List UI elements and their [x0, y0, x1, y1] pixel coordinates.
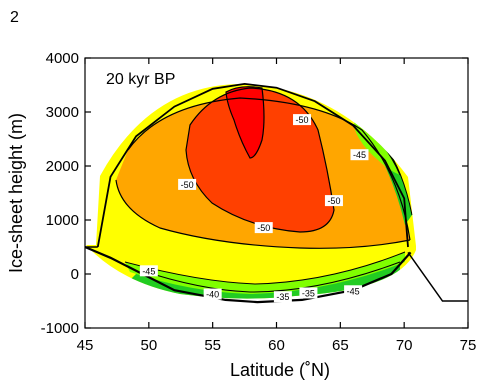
- contour-label: -50: [257, 223, 270, 233]
- y-tick-label: 4000: [46, 50, 79, 67]
- y-tick-label: 2000: [46, 158, 79, 175]
- contour-label: -50: [327, 196, 340, 206]
- contour-label: -40: [206, 290, 219, 300]
- contour-label-bg: [203, 288, 222, 300]
- x-tick-label: 50: [140, 337, 157, 354]
- contour-label-bg: [139, 265, 158, 277]
- contour-line-4: [225, 86, 265, 159]
- contour-fill-lightgreen-right: [354, 118, 400, 175]
- contour-label: -35: [276, 292, 289, 302]
- x-tick-label: 75: [460, 337, 477, 354]
- contour-label-bg: [350, 149, 369, 161]
- contour-label: -45: [347, 286, 360, 296]
- contour-label: -45: [353, 150, 366, 160]
- ice-sheet-contours: [86, 84, 416, 299]
- contour-label-bg: [293, 114, 312, 126]
- contour-line-2: [115, 179, 411, 249]
- contour-line-6: [139, 261, 401, 293]
- contour-fill-red: [226, 86, 264, 158]
- contour-label: -45: [142, 266, 155, 276]
- contour-label-bg: [324, 195, 343, 207]
- contour-label-bg: [178, 178, 197, 190]
- contour-label-bg: [344, 285, 363, 297]
- x-tick-label: 60: [268, 337, 285, 354]
- ice-surface-line: [96, 82, 409, 248]
- x-tick-label: 65: [332, 337, 349, 354]
- panel-label: 2: [10, 9, 19, 26]
- contour-fill-green-base: [130, 262, 400, 299]
- contour-label-bg: [273, 291, 292, 303]
- x-tick-label: 45: [77, 337, 94, 354]
- y-tick-label: 1000: [46, 212, 79, 229]
- contour-line-5: [124, 251, 406, 285]
- x-tick-label: 70: [396, 337, 413, 354]
- y-tick-label: -1000: [41, 320, 79, 337]
- ice-base-line: [84, 245, 412, 304]
- y-axis-title: Ice-sheet height (m): [6, 113, 26, 273]
- contour-fill-lightgreen-base: [125, 252, 405, 294]
- x-tick-label: 55: [204, 337, 221, 354]
- contour-line-3: [185, 87, 335, 233]
- contour-labels: -50 -45 -50 -50 -50 -45 -40 -35 -35 -45: [139, 114, 369, 303]
- x-axis-title: Latitude (˚N): [230, 360, 330, 380]
- contour-label: -35: [302, 288, 315, 298]
- contour-label-bg: [254, 222, 273, 234]
- bedrock-right-line: [407, 251, 468, 302]
- axes: 45 50 55 60 65 70 75 -1000 0 1000 2000 3000 4000: [41, 50, 477, 354]
- y-tick-label: 3000: [46, 104, 79, 121]
- contour-label: -50: [181, 180, 194, 190]
- y-tick-label: 0: [71, 266, 79, 283]
- ice-sheet-outline: [84, 82, 468, 304]
- annotation-text: 20 kyr BP: [106, 71, 175, 88]
- contour-label: -50: [296, 115, 309, 125]
- contour-line-1: [127, 97, 411, 241]
- contour-label-bg: [299, 287, 318, 299]
